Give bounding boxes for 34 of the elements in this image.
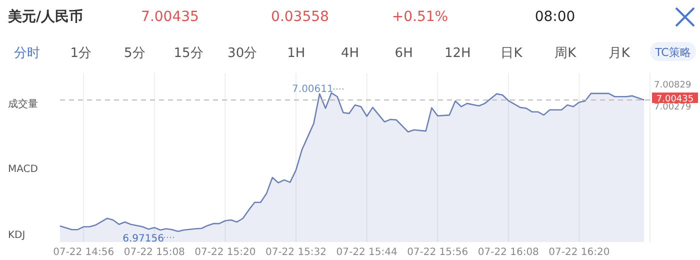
chart-title: 美元/人民币 [7,8,84,25]
x-tick-label: 07-22 15:44 [336,247,398,258]
text: 成交量 [8,98,38,110]
y-tick-label: 7.00279 [654,102,692,113]
text: MACD [8,164,38,175]
text: TC策略 [654,46,691,59]
text: 0.03558 [271,9,329,25]
x-tick-label: 07-22 16:20 [548,247,610,258]
text: +0.51% [392,9,448,25]
text: 1H [287,46,306,61]
text: 周K [554,46,577,61]
text: 日K [500,46,523,61]
text: 6H [394,46,413,61]
text: 4H [340,46,360,61]
text: 月K [608,46,630,61]
text: 1分 [70,46,92,61]
x-tick-label: 07-22 16:08 [478,247,539,258]
x-tick-label: 07-22 14:56 [53,247,114,258]
ref-line-label: 7.00435 [656,94,694,104]
text: 7.00435 [141,9,199,25]
annotation: 7.00611 [292,84,334,95]
text: 15分 [174,46,204,61]
text: 分时 [14,46,40,61]
y-tick-label: 7.00829 [654,80,692,91]
x-tick-label: 07-22 15:56 [407,247,468,258]
text: 5分 [124,46,146,61]
annotation: 6.97156 [122,233,164,244]
text: 30分 [228,46,258,61]
text: KDJ [8,230,26,241]
x-tick-label: 07-22 15:20 [194,247,256,258]
text: 08:00 [534,9,576,25]
text: 12H [444,46,471,61]
x-tick-label: 07-22 15:08 [124,247,185,258]
x-tick-label: 07-22 15:32 [265,247,327,258]
